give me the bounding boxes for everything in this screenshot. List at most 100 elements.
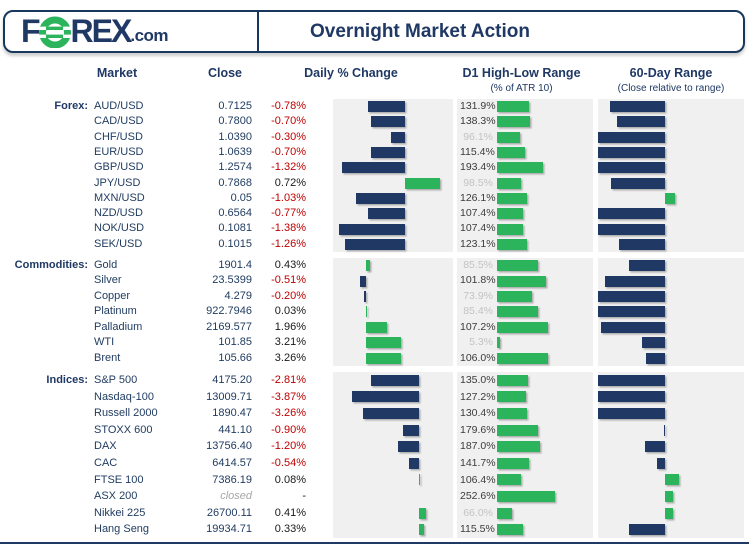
market-label: FTSE 100 [94, 473, 144, 486]
market-row: Indices: S&P 500 4175.20 -2.81% 135.0% [0, 372, 749, 389]
market-row: STOXX 600 441.10 -0.90% 179.6% [0, 422, 749, 439]
market-row: Platinum 922.7946 0.03% 85.4% [0, 304, 749, 319]
daily-change-value: -0.51% [271, 274, 306, 287]
daily-change-value: -0.78% [271, 100, 306, 112]
market-label: CHF/USD [94, 130, 143, 143]
market-row: ASX 200 closed - 252.6% [0, 488, 749, 505]
close-value: 7386.19 [212, 473, 252, 486]
close-value: 13756.40 [206, 440, 252, 453]
daily-change-bar [355, 192, 405, 204]
range60-bar [598, 291, 666, 303]
market-label: Brent [94, 351, 121, 364]
daily-change-value: 0.41% [274, 506, 306, 519]
market-row: CAC 6414.57 -0.54% 141.7% [0, 455, 749, 472]
close-value: 19934.71 [206, 523, 252, 536]
market-label: Platinum [94, 305, 137, 318]
daily-change-bar [365, 337, 401, 349]
column-header-close: Close [207, 66, 243, 80]
d1-range-value: 85.4% [463, 305, 493, 318]
range60-bar [598, 407, 666, 419]
market-label: EUR/USD [94, 145, 144, 158]
range60-bar [665, 192, 675, 204]
market-row: CAD/USD 0.7800 -0.70% 138.3% [0, 114, 749, 129]
close-value: 4175.20 [212, 374, 252, 386]
range60-bar [598, 162, 666, 174]
market-label: NOK/USD [94, 222, 145, 235]
daily-change-value: -0.30% [271, 130, 306, 143]
market-row: Palladium 2169.577 1.96% 107.2% [0, 320, 749, 335]
d1-range-bar [497, 238, 527, 250]
d1-range-bar [497, 474, 522, 486]
d1-range-value: 115.5% [460, 523, 495, 536]
column-header-d1-range: D1 High-Low Range [462, 66, 581, 80]
close-value: 2169.577 [206, 320, 252, 333]
daily-change-bar [365, 352, 402, 364]
d1-range-value: 141.7% [460, 457, 496, 469]
range60-bar [610, 101, 666, 113]
range60-bar [665, 474, 680, 486]
d1-range-bar [497, 208, 523, 220]
daily-change-bar [362, 407, 419, 419]
market-label: STOXX 600 [94, 423, 153, 436]
close-value: 1.0390 [218, 130, 252, 143]
d1-range-bar [497, 374, 528, 386]
market-label: Gold [94, 259, 118, 271]
daily-change-bar [371, 147, 405, 159]
d1-range-value: 73.9% [463, 289, 493, 302]
daily-change-bar [360, 275, 366, 287]
d1-range-value: 106.0% [460, 351, 496, 364]
daily-change-value: 0.08% [274, 473, 306, 486]
close-value: 0.1015 [218, 237, 252, 250]
range60-bar [598, 147, 666, 159]
daily-change-value: 0.72% [274, 176, 306, 189]
range60-bar [663, 424, 666, 436]
close-value: 1890.47 [212, 407, 252, 420]
d1-range-bar [497, 424, 539, 436]
d1-range-bar [497, 457, 530, 469]
daily-change-bar [398, 441, 419, 453]
market-label: GBP/USD [94, 161, 144, 174]
market-label: WTI [94, 336, 115, 349]
d1-range-value: 107.4% [460, 207, 496, 220]
market-row: NOK/USD 0.1081 -1.38% 107.4% [0, 221, 749, 236]
close-value: 922.7946 [206, 305, 252, 318]
logo-suffix: .com [130, 26, 169, 45]
range60-bar [657, 457, 666, 469]
daily-change-value: -1.38% [271, 222, 306, 235]
banner-divider [257, 12, 259, 51]
d1-range-bar [497, 147, 525, 159]
close-value: 101.85 [218, 336, 252, 349]
d1-range-value: 85.5% [463, 259, 493, 271]
d1-range-value: 138.3% [460, 115, 496, 128]
range60-bar [645, 441, 666, 453]
d1-range-value: 187.0% [460, 440, 496, 453]
market-label: CAD/USD [94, 115, 144, 128]
logo-letters-rex: REX [70, 13, 133, 49]
daily-change-value: -0.20% [271, 289, 306, 302]
daily-change-value: -0.90% [271, 423, 306, 436]
market-row: Copper 4.279 -0.20% 73.9% [0, 289, 749, 304]
market-row: Russell 2000 1890.47 -3.26% 130.4% [0, 405, 749, 422]
d1-range-bar [497, 391, 527, 403]
footer-line [0, 542, 749, 544]
page-title: Overnight Market Action [310, 21, 530, 42]
range60-bar [598, 131, 666, 143]
market-row: Nasdaq-100 13009.71 -3.87% 127.2% [0, 389, 749, 406]
logo-letter-f: F [21, 13, 40, 49]
daily-change-bar [418, 474, 421, 486]
header-banner: F REX .com Overnight Market Action [3, 10, 745, 53]
close-value: 4.279 [224, 289, 252, 302]
d1-range-value: 131.9% [460, 100, 496, 112]
market-label: Copper [94, 289, 131, 302]
close-value: 0.7868 [218, 176, 252, 189]
daily-change-value: 0.03% [274, 305, 306, 318]
daily-change-value: -0.54% [271, 457, 306, 469]
range60-bar [665, 490, 674, 502]
market-label: MXN/USD [94, 191, 145, 204]
d1-range-value: 5.3% [469, 336, 493, 349]
range60-bar [642, 337, 666, 349]
range60-bar [628, 260, 666, 272]
d1-range-value: 107.2% [460, 320, 496, 333]
d1-range-bar [497, 291, 533, 303]
